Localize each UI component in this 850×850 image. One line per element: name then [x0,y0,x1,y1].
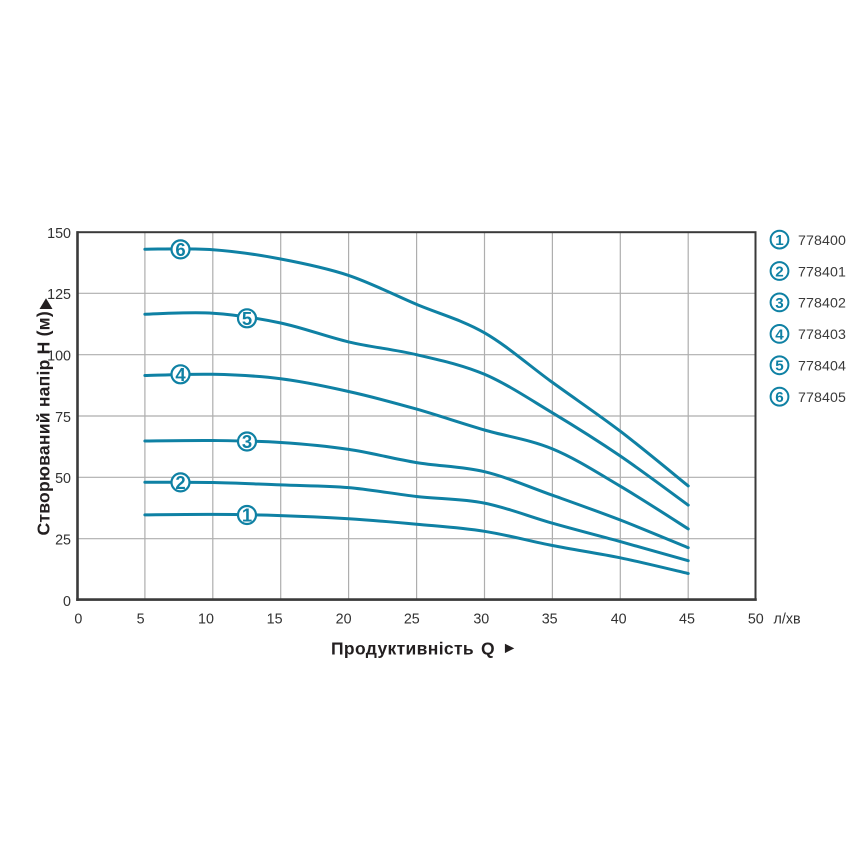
svg-text:4: 4 [175,364,186,385]
svg-text:20: 20 [336,611,352,627]
svg-text:5: 5 [775,358,784,375]
svg-text:35: 35 [542,611,558,627]
svg-text:4: 4 [775,326,784,343]
svg-text:1: 1 [775,232,784,249]
svg-text:778401: 778401 [798,264,846,280]
svg-text:150: 150 [47,226,71,242]
svg-text:1: 1 [242,505,252,526]
svg-text:25: 25 [55,533,71,549]
svg-text:10: 10 [198,611,214,627]
svg-text:0: 0 [63,594,71,610]
svg-text:45: 45 [679,611,695,627]
svg-text:40: 40 [611,611,627,627]
svg-text:778403: 778403 [798,327,846,343]
svg-text:6: 6 [775,389,783,406]
svg-text:0: 0 [74,611,82,627]
svg-text:6: 6 [175,239,185,260]
svg-text:100: 100 [47,349,71,365]
svg-text:778405: 778405 [798,390,846,406]
svg-text:50: 50 [55,471,71,487]
svg-text:3: 3 [775,295,783,312]
svg-text:25: 25 [404,611,420,627]
svg-text:125: 125 [47,287,71,303]
svg-text:5: 5 [137,611,145,627]
svg-text:50: 50 [748,611,764,627]
svg-text:778402: 778402 [798,296,846,312]
svg-text:2: 2 [775,263,783,280]
svg-text:5: 5 [242,308,252,329]
svg-text:15: 15 [267,611,283,627]
svg-text:30: 30 [473,611,489,627]
svg-text:75: 75 [55,410,71,426]
svg-text:3: 3 [242,431,252,452]
svg-text:2: 2 [175,472,185,493]
svg-text:778404: 778404 [798,359,846,375]
svg-text:л/хв: л/хв [774,611,801,627]
svg-text:778400: 778400 [798,233,846,249]
svg-text:Створюваний напір H (м): Створюваний напір H (м) [34,311,54,535]
